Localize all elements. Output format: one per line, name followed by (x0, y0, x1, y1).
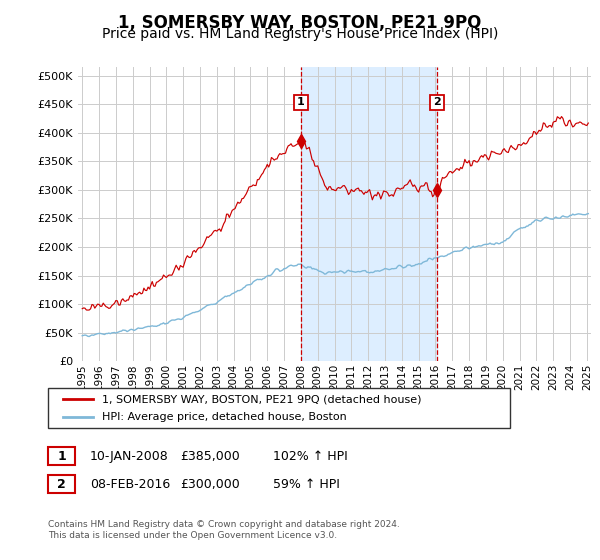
Text: 1: 1 (297, 97, 305, 108)
Text: 1: 1 (57, 450, 66, 463)
Text: 10-JAN-2008: 10-JAN-2008 (90, 450, 169, 463)
Text: 2: 2 (57, 478, 66, 491)
Text: 1, SOMERSBY WAY, BOSTON, PE21 9PQ (detached house): 1, SOMERSBY WAY, BOSTON, PE21 9PQ (detac… (102, 394, 421, 404)
Text: 59% ↑ HPI: 59% ↑ HPI (273, 478, 340, 491)
Text: 08-FEB-2016: 08-FEB-2016 (90, 478, 170, 491)
Text: 1, SOMERSBY WAY, BOSTON, PE21 9PQ: 1, SOMERSBY WAY, BOSTON, PE21 9PQ (118, 14, 482, 32)
Text: HPI: Average price, detached house, Boston: HPI: Average price, detached house, Bost… (102, 412, 347, 422)
Text: Price paid vs. HM Land Registry's House Price Index (HPI): Price paid vs. HM Land Registry's House … (102, 27, 498, 41)
Text: £385,000: £385,000 (180, 450, 240, 463)
Text: 102% ↑ HPI: 102% ↑ HPI (273, 450, 348, 463)
Bar (301, 67, 437, 361)
Text: £300,000: £300,000 (180, 478, 240, 491)
Text: Contains HM Land Registry data © Crown copyright and database right 2024.
This d: Contains HM Land Registry data © Crown c… (48, 520, 400, 540)
Text: 2: 2 (433, 97, 441, 108)
